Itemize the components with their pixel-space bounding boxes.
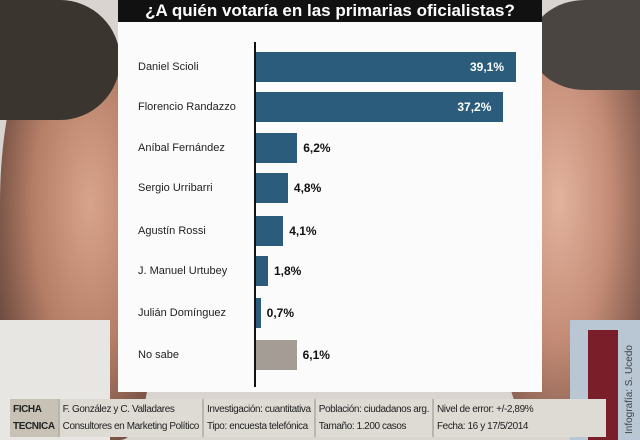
ficha-text: Fecha: 16 y 17/5/2014 <box>436 421 529 432</box>
category-label: J. Manuel Urtubey <box>138 265 228 277</box>
bar <box>256 173 288 203</box>
photo-credit: Infografía: S. Ucedo <box>624 345 635 434</box>
bar-row: Julián Domínguez 0,7% <box>118 298 542 328</box>
ficha-tecnica: FICHA TECNICA F. González y C. Valladares… <box>10 399 606 437</box>
ficha-text: Tipo: encuesta telefónica <box>206 421 308 432</box>
photo-scioli-hair <box>0 0 120 120</box>
ficha-text: Tamaño: 1.200 casos <box>318 421 407 432</box>
bar <box>256 133 298 163</box>
ficha-label-2: TECNICA <box>13 421 55 432</box>
category-label: Agustín Rossi <box>138 225 206 237</box>
ficha-consultora: F. González y C. Valladares Consultores e… <box>60 399 204 437</box>
value-label: 1,8% <box>273 264 302 278</box>
bar-row: Aníbal Fernández 6,2% <box>118 133 542 163</box>
ficha-poblacion: Población: ciudadanos arg. Tamaño: 1.200 … <box>316 399 434 437</box>
category-label: Aníbal Fernández <box>138 142 225 154</box>
bar <box>256 256 268 286</box>
ficha-text: F. González y C. Valladares <box>62 404 175 415</box>
category-label: No sabe <box>138 349 179 361</box>
value-label: 4,1% <box>289 224 317 238</box>
bar-row: Florencio Randazzo 37,2% <box>118 92 542 122</box>
category-label: Florencio Randazzo <box>138 101 236 113</box>
value-label: 39,1% <box>470 60 505 74</box>
value-label: 4,8% <box>293 181 322 195</box>
ficha-text: Investigación: cuantitativa <box>206 404 311 415</box>
ficha-text: Población: ciudadanos arg. <box>318 404 430 415</box>
bar-row: Sergio Urribarri 4,8% <box>118 173 542 203</box>
bar-row: J. Manuel Urtubey 1,8% <box>118 256 542 286</box>
value-label: 6,1% <box>302 348 330 362</box>
category-label: Julián Domínguez <box>138 307 227 319</box>
y-axis-line <box>254 42 256 387</box>
photo-randazzo-hair <box>530 0 640 90</box>
ficha-text: Consultores en Marketing Político <box>62 421 200 432</box>
bar <box>256 92 504 122</box>
ficha-label-1: FICHA <box>13 404 42 415</box>
value-label: 37,2% <box>457 100 492 114</box>
bar <box>256 298 261 328</box>
ficha-error: Nivel de error: +/-2,89% Fecha: 16 y 17/5… <box>434 399 536 437</box>
category-label: Daniel Scioli <box>138 61 199 73</box>
value-label: 0,7% <box>266 306 294 320</box>
value-label: 6,2% <box>303 141 331 155</box>
bar-row: Agustín Rossi 4,1% <box>118 216 542 246</box>
chart-title: ¿A quién votaría en las primarias oficia… <box>118 0 542 22</box>
ficha-text: Nivel de error: +/-2,89% <box>436 404 534 415</box>
bar-row: No sabe 6,1% <box>118 340 542 370</box>
bar <box>256 52 516 82</box>
bar-row: Daniel Scioli 39,1% <box>118 52 542 82</box>
bar <box>256 216 284 246</box>
ficha-investigacion: Investigación: cuantitativa Tipo: encuest… <box>204 399 316 437</box>
ficha-label: FICHA TECNICA <box>10 399 60 437</box>
chart-panel: Daniel Scioli 39,1% Florencio Randazzo 37,2… <box>118 22 542 392</box>
bar <box>256 340 297 370</box>
category-label: Sergio Urribarri <box>138 182 213 194</box>
